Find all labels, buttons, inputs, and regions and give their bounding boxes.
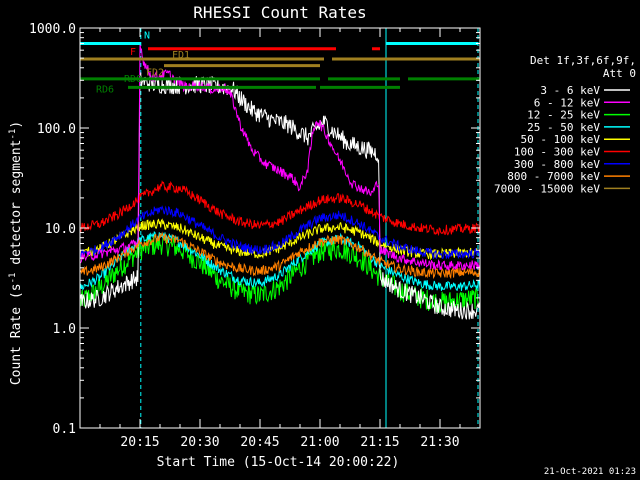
- x-axis-label: Start Time (15-Oct-14 20:00:22): [157, 455, 400, 470]
- footer-timestamp: 21-Oct-2021 01:23: [544, 467, 636, 477]
- legend-entry-label: 3 - 6 keV: [540, 84, 600, 97]
- legend-entry-label: 50 - 100 keV: [521, 133, 601, 146]
- series-line-5: [79, 180, 481, 237]
- legend-header-line: Att 0: [603, 67, 636, 80]
- legend-entry-label: 800 - 7000 keV: [507, 170, 600, 183]
- y-axis-label: Count Rate (s-1 detector segment-1): [8, 121, 24, 385]
- flag-label-rd6: RD6: [96, 84, 114, 95]
- legend-entry-label: 25 - 50 keV: [527, 121, 600, 134]
- x-tick-label: 20:30: [180, 435, 219, 450]
- y-tick-label: 0.1: [53, 422, 76, 437]
- y-tick-label: 1000.0: [29, 22, 76, 37]
- flag-label-fd2: FD2: [146, 68, 164, 79]
- legend-entry-label: 100 - 300 keV: [514, 146, 600, 159]
- series-line-7: [79, 231, 481, 280]
- x-tick-label: 20:45: [240, 435, 279, 450]
- flag-label-rd0: RD0: [124, 74, 142, 85]
- series-line-6: [79, 205, 481, 260]
- chart-title: RHESSI Count Rates: [193, 3, 366, 22]
- y-tick-label: 100.0: [37, 122, 76, 137]
- y-tick-label: 1.0: [53, 322, 76, 337]
- axes: 0.1 1.0 10.0 100.0 1000.0 20:15 20:30 20:45 21:0…: [29, 22, 481, 450]
- flag-label-n: N: [144, 30, 150, 41]
- flag-bars: NF FD1 FD2 RD0 RD6: [80, 30, 480, 95]
- x-tick-label: 21:30: [420, 435, 459, 450]
- legend-entry-label: 300 - 800 keV: [514, 158, 600, 171]
- legend-entry-label: 7000 - 15000 keV: [494, 182, 600, 195]
- x-tick-label: 21:15: [360, 435, 399, 450]
- legend-header-line: Det 1f,3f,6f,9f,: [530, 54, 636, 67]
- legend-entry-label: 6 - 12 keV: [534, 96, 601, 109]
- y-tick-label: 10.0: [45, 222, 76, 237]
- flag-label-f: F: [130, 47, 136, 58]
- flag-label-fd1: FD1: [172, 50, 190, 61]
- series-line-3: [79, 230, 481, 292]
- legend-entry-label: 12 - 25 keV: [527, 109, 600, 122]
- series-line-1: [80, 43, 481, 271]
- x-tick-label: 20:15: [120, 435, 159, 450]
- x-tick-label: 21:00: [300, 435, 339, 450]
